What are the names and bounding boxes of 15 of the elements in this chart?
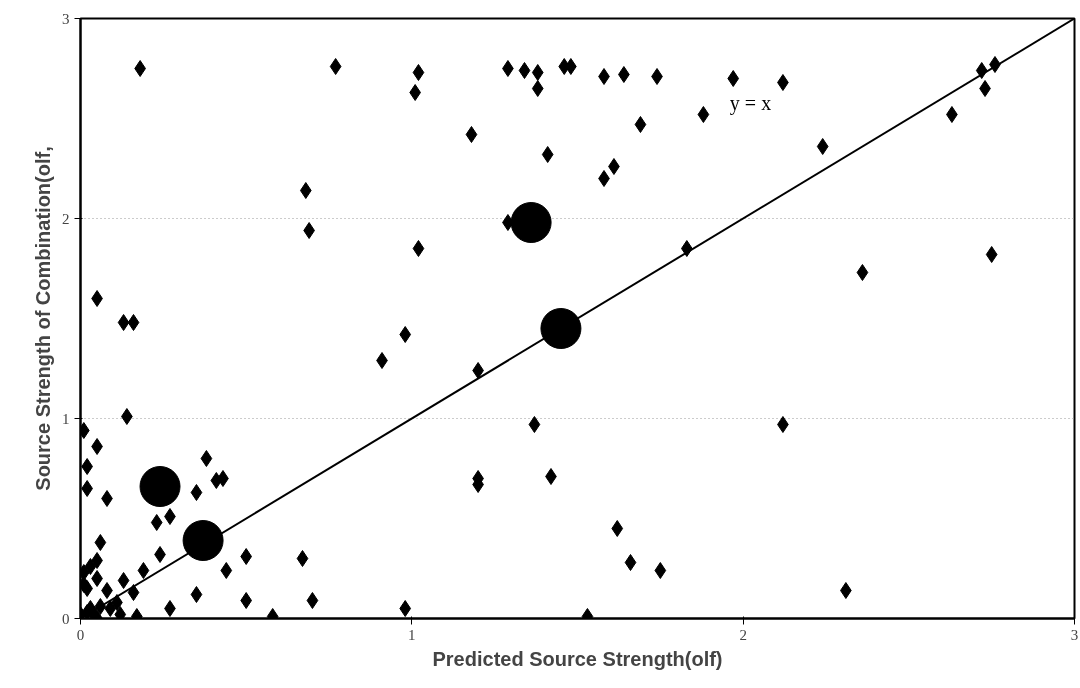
x-tick-label: 2: [739, 626, 747, 643]
y-tick-label: 3: [62, 10, 70, 27]
x-tick-label: 0: [76, 626, 85, 643]
y-tick-label: 1: [62, 410, 70, 427]
annotation: y = x: [729, 91, 772, 115]
point: [510, 202, 552, 243]
point: [139, 466, 181, 507]
point: [540, 308, 582, 349]
x-tick-label: 3: [1070, 626, 1079, 643]
x-tick-label: 1: [408, 626, 416, 643]
point: [182, 520, 224, 561]
y-tick-label: 2: [62, 210, 70, 227]
y-tick-label: 0: [62, 610, 70, 627]
y-axis-title: Source Strength of Combination(olf,: [32, 146, 54, 491]
x-axis-title: Predicted Source Strength(olf): [432, 647, 723, 670]
